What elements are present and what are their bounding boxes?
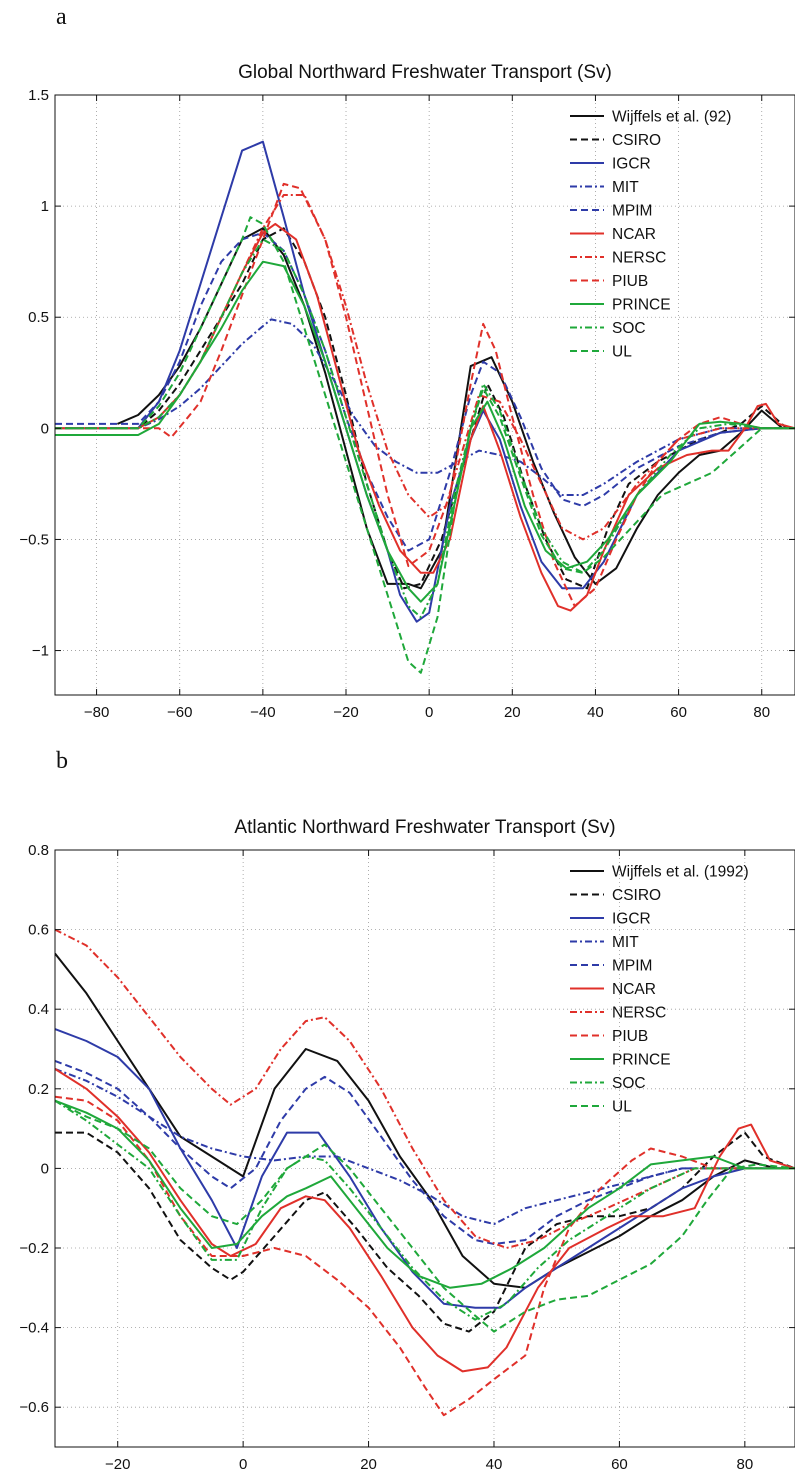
y-tick-label: 1 xyxy=(41,198,49,215)
x-tick-label: 20 xyxy=(360,1456,377,1473)
panel-label-a: a xyxy=(56,4,67,30)
series-line-ul xyxy=(55,1099,795,1333)
legend-label: IGCR xyxy=(612,156,651,173)
x-tick-label: 40 xyxy=(486,1456,503,1473)
legend: Wijffels et al. (92) CSIRO IGCR MIT MPIM NCAR… xyxy=(570,109,731,361)
y-tick-label: 0 xyxy=(41,1160,49,1177)
x-tick-label: −20 xyxy=(105,1456,130,1473)
series-line-mit xyxy=(55,1067,795,1226)
y-tick-label: 0.2 xyxy=(28,1081,49,1098)
y-tick-label: 0 xyxy=(41,420,49,437)
series-line-mpim xyxy=(55,231,795,552)
legend-label: NERSC xyxy=(612,1005,666,1022)
legend-label: PRINCE xyxy=(612,297,671,314)
x-tick-label: 0 xyxy=(425,704,433,721)
chart-global-freshwater-transport: Global Northward Freshwater Transport (S… xyxy=(19,62,795,721)
y-tick-label: 0.4 xyxy=(28,1001,49,1018)
x-tick-label: 60 xyxy=(611,1456,628,1473)
y-tick-label: 0.8 xyxy=(28,842,49,859)
axes-frame xyxy=(54,94,795,696)
x-tick-label: 60 xyxy=(670,704,687,721)
axes-frame xyxy=(54,849,795,1448)
legend-label: IGCR xyxy=(612,911,651,928)
y-tick-label: −0.4 xyxy=(19,1320,49,1337)
y-tick-label: 1.5 xyxy=(28,87,49,104)
legend-label: CSIRO xyxy=(612,887,661,904)
legend-label: PIUB xyxy=(612,273,648,290)
legend: Wijffels et al. (1992) CSIRO IGCR MIT MPIM NC… xyxy=(570,864,749,1116)
legend-label: UL xyxy=(612,1099,632,1116)
series-line-wijffels-et-al-1992 xyxy=(55,952,795,1289)
legend-label: MIT xyxy=(612,179,639,196)
y-tick-label: −1 xyxy=(32,643,49,660)
legend-label: SOC xyxy=(612,320,646,337)
series-line-piub xyxy=(55,182,795,608)
x-tick-label: −60 xyxy=(167,704,192,721)
series-line-piub xyxy=(55,1095,795,1417)
series-line-mit xyxy=(55,318,795,496)
legend-label: NCAR xyxy=(612,226,656,243)
series-line-nersc xyxy=(55,194,795,541)
series-line-csiro xyxy=(55,227,788,590)
series-line-soc xyxy=(55,1099,795,1321)
series-group xyxy=(55,928,795,1417)
y-tick-label: 0.5 xyxy=(28,309,49,326)
chart-title: Atlantic Northward Freshwater Transport … xyxy=(234,817,615,838)
legend-label: SOC xyxy=(612,1075,646,1092)
series-line-nersc xyxy=(55,928,795,1249)
legend-label: PIUB xyxy=(612,1028,648,1045)
x-tick-label: 80 xyxy=(736,1456,753,1473)
x-tick-label: −80 xyxy=(84,704,109,721)
legend-label: MPIM xyxy=(612,958,652,975)
series-line-prince xyxy=(55,260,795,603)
panel-label-b: b xyxy=(56,748,68,774)
y-tick-label: −0.5 xyxy=(19,531,49,548)
legend-label: CSIRO xyxy=(612,132,661,149)
series-line-igcr xyxy=(55,140,795,623)
legend-label: MIT xyxy=(612,934,639,951)
x-tick-label: 0 xyxy=(239,1456,247,1473)
grid xyxy=(55,849,795,1447)
x-tick-label: 20 xyxy=(504,704,521,721)
legend-label: MPIM xyxy=(612,203,652,220)
y-tick-label: 0.6 xyxy=(28,922,49,939)
y-tick-label: −0.2 xyxy=(19,1240,49,1257)
legend-label: NCAR xyxy=(612,981,656,998)
series-line-ul xyxy=(55,216,795,674)
legend-label: Wijffels et al. (92) xyxy=(612,109,731,126)
x-tick-label: −20 xyxy=(333,704,358,721)
x-tick-label: 80 xyxy=(753,704,770,721)
series-line-soc xyxy=(55,238,795,619)
legend-label: UL xyxy=(612,344,632,361)
x-tick-label: −40 xyxy=(250,704,275,721)
series-line-ncar xyxy=(55,1068,795,1373)
series-group xyxy=(55,140,795,674)
series-line-prince xyxy=(55,1099,795,1289)
chart-atlantic-freshwater-transport: Atlantic Northward Freshwater Transport … xyxy=(19,817,795,1473)
legend-label: Wijffels et al. (1992) xyxy=(612,864,749,881)
legend-label: PRINCE xyxy=(612,1052,671,1069)
x-tick-label: 40 xyxy=(587,704,604,721)
legend-label: NERSC xyxy=(612,250,666,267)
chart-title: Global Northward Freshwater Transport (S… xyxy=(238,62,612,83)
y-tick-label: −0.6 xyxy=(19,1399,49,1416)
